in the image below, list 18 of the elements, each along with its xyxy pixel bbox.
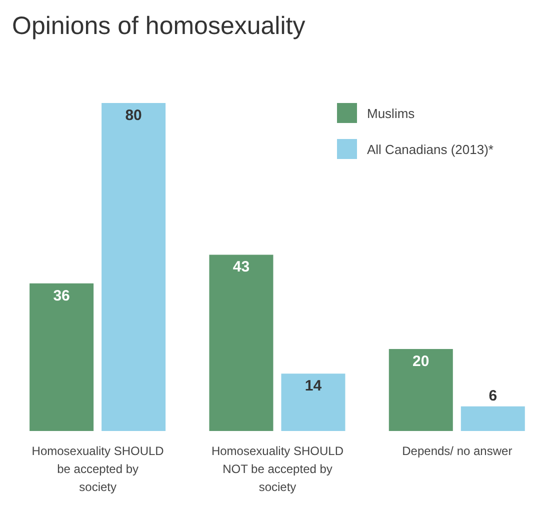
bar — [30, 283, 94, 431]
data-label: 43 — [232, 258, 250, 276]
data-label: 80 — [125, 107, 142, 124]
bar — [209, 254, 274, 431]
x-tick-label: Depends/ no answer — [402, 444, 512, 458]
data-label: 6 — [488, 387, 498, 404]
data-label: 20 — [412, 353, 430, 370]
x-tick-label: Homosexuality SHOULD NOT be accepted by society — [211, 444, 344, 494]
bar — [102, 103, 166, 431]
bar — [460, 406, 525, 431]
legend-label: All Canadians (2013)* — [367, 142, 494, 156]
data-label: 36 — [53, 287, 70, 304]
bar — [388, 349, 453, 431]
legend-label: Muslims — [367, 106, 415, 120]
x-tick-label: Homosexuality SHOULD be accepted by society — [32, 444, 164, 494]
data-label: 14 — [304, 378, 322, 395]
bar — [281, 374, 346, 431]
chart-title: Opinions of homosexuality — [11, 11, 306, 42]
